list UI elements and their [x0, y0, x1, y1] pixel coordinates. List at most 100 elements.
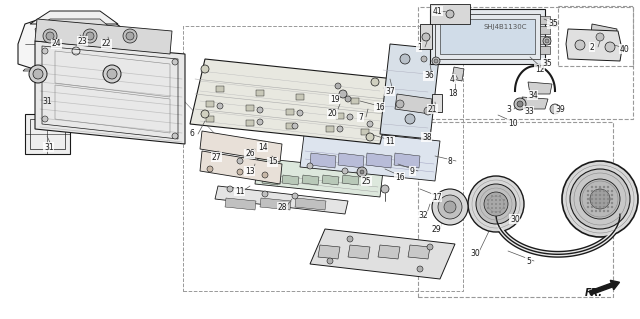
Circle shape: [337, 126, 343, 132]
Circle shape: [123, 29, 137, 43]
Circle shape: [587, 198, 589, 200]
Text: 23: 23: [78, 36, 88, 46]
Circle shape: [400, 54, 410, 64]
Polygon shape: [35, 19, 112, 41]
Polygon shape: [366, 153, 392, 168]
Text: 19: 19: [330, 94, 340, 103]
Bar: [558, 6, 633, 66]
Circle shape: [342, 168, 348, 174]
Polygon shape: [262, 175, 279, 185]
Text: 6: 6: [190, 130, 195, 138]
Circle shape: [499, 203, 501, 205]
Circle shape: [434, 59, 438, 63]
Circle shape: [237, 169, 243, 175]
Polygon shape: [432, 94, 442, 112]
Circle shape: [591, 210, 593, 212]
Circle shape: [603, 194, 605, 196]
Circle shape: [484, 192, 508, 216]
Polygon shape: [302, 175, 319, 185]
Text: 38: 38: [422, 132, 431, 142]
Polygon shape: [18, 14, 135, 71]
Circle shape: [595, 194, 597, 196]
Circle shape: [432, 57, 440, 65]
Circle shape: [103, 65, 121, 83]
Circle shape: [29, 65, 47, 83]
Polygon shape: [206, 101, 214, 107]
Circle shape: [595, 190, 597, 192]
Circle shape: [307, 163, 313, 169]
Circle shape: [607, 194, 609, 196]
Polygon shape: [286, 123, 294, 129]
Circle shape: [607, 210, 609, 212]
Circle shape: [347, 114, 353, 120]
Circle shape: [42, 116, 48, 122]
Text: 29: 29: [432, 225, 442, 234]
Text: 36: 36: [424, 71, 434, 80]
Circle shape: [257, 119, 263, 125]
Polygon shape: [322, 175, 339, 185]
Polygon shape: [286, 109, 294, 115]
Polygon shape: [420, 24, 432, 49]
Circle shape: [491, 195, 493, 197]
Polygon shape: [378, 245, 400, 259]
Circle shape: [611, 194, 613, 196]
Text: 35: 35: [542, 58, 552, 68]
Text: 13: 13: [245, 167, 255, 175]
Circle shape: [503, 199, 505, 201]
Circle shape: [42, 48, 48, 54]
Circle shape: [381, 185, 389, 193]
Circle shape: [487, 199, 489, 201]
Circle shape: [587, 202, 589, 204]
Text: 30: 30: [470, 249, 480, 258]
Polygon shape: [336, 113, 344, 119]
Circle shape: [595, 198, 597, 200]
Text: 31: 31: [44, 143, 54, 152]
Polygon shape: [295, 198, 326, 210]
Circle shape: [495, 211, 497, 213]
Circle shape: [611, 190, 613, 192]
Circle shape: [345, 96, 351, 102]
Circle shape: [422, 33, 430, 41]
Circle shape: [595, 186, 597, 188]
Text: 7: 7: [358, 113, 363, 122]
Circle shape: [587, 190, 589, 192]
Text: 20: 20: [328, 109, 338, 118]
Circle shape: [599, 198, 601, 200]
Polygon shape: [540, 46, 550, 54]
Circle shape: [517, 101, 523, 107]
Polygon shape: [35, 41, 185, 144]
Circle shape: [446, 10, 454, 18]
Polygon shape: [310, 153, 336, 168]
Circle shape: [580, 179, 620, 219]
Polygon shape: [255, 158, 383, 197]
Circle shape: [599, 206, 601, 208]
Circle shape: [491, 207, 493, 209]
Circle shape: [201, 65, 209, 73]
Circle shape: [417, 266, 423, 272]
Circle shape: [83, 29, 97, 43]
Circle shape: [499, 195, 501, 197]
Circle shape: [499, 199, 501, 201]
Circle shape: [172, 59, 178, 65]
Text: 3: 3: [506, 105, 511, 114]
Circle shape: [503, 203, 505, 205]
Circle shape: [366, 133, 374, 141]
Polygon shape: [430, 4, 470, 24]
Circle shape: [207, 166, 213, 172]
Text: 37: 37: [385, 86, 395, 95]
Circle shape: [495, 203, 497, 205]
Circle shape: [396, 100, 404, 108]
Circle shape: [262, 172, 268, 178]
Circle shape: [562, 161, 638, 237]
Circle shape: [603, 186, 605, 188]
Circle shape: [201, 110, 209, 118]
Circle shape: [227, 186, 233, 192]
Polygon shape: [452, 67, 464, 81]
Text: 28: 28: [278, 203, 287, 211]
Circle shape: [126, 32, 134, 40]
Circle shape: [605, 42, 615, 52]
Circle shape: [591, 198, 593, 200]
Polygon shape: [440, 19, 535, 54]
Circle shape: [607, 198, 609, 200]
Circle shape: [607, 202, 609, 204]
